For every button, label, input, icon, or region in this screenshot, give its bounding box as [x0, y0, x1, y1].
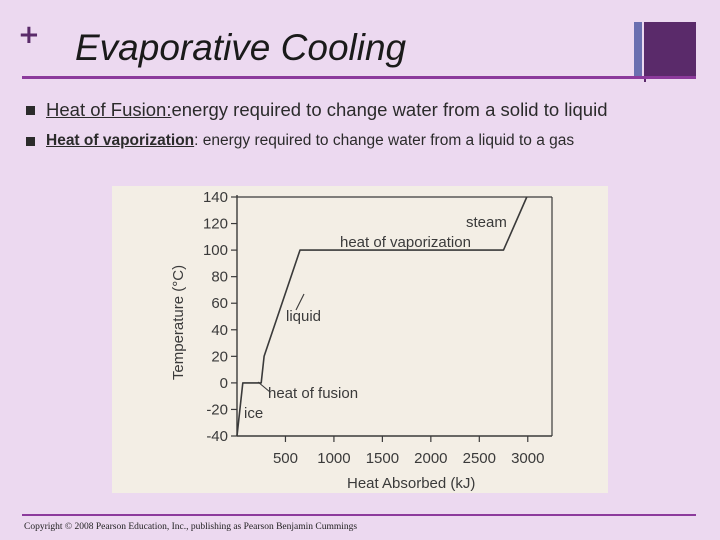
x-tick-label: 2000 — [414, 450, 447, 467]
annotation-label: heat of vaporization — [340, 234, 471, 251]
heating-curve-chart: 140 120 100 80 60 40 20 0 -20 -40 500 1000 1500 2000 2… — [170, 189, 553, 492]
corner-accent-block — [646, 22, 696, 76]
bullet-text: : energy required to change water from a… — [194, 132, 575, 149]
annotation-leader-line — [295, 293, 305, 311]
y-tick-label: -20 — [206, 401, 228, 418]
bullet-heat-of-vaporization: Heat of vaporization: energy required to… — [26, 129, 574, 153]
copyright-text: Copyright © 2008 Pearson Education, Inc.… — [24, 522, 358, 532]
x-axis-label: Heat Absorbed (kJ) — [347, 475, 475, 492]
y-tick-label: 60 — [211, 295, 228, 312]
y-tick-label: 80 — [211, 269, 228, 286]
bullet-text: energy required to change water from a s… — [171, 99, 608, 120]
x-tick-label: 2500 — [463, 450, 496, 467]
y-tick-label: 40 — [211, 322, 228, 339]
y-tick-label: 120 — [203, 216, 228, 233]
corner-accent-line — [644, 22, 646, 82]
y-tick-label: 20 — [211, 348, 228, 365]
bullet-square-icon — [26, 105, 35, 115]
corner-accent-bar — [634, 22, 642, 76]
bullet-square-icon — [26, 136, 35, 146]
x-tick-label: 3000 — [511, 450, 544, 467]
annotation-label: ice — [244, 405, 263, 422]
bullet-heat-of-fusion: Heat of Fusion: energy required to chang… — [26, 98, 607, 122]
slide-title: Evaporative Cooling — [75, 27, 407, 68]
footer-divider — [22, 514, 696, 516]
x-tick-label: 1000 — [317, 450, 350, 467]
y-tick-label: -40 — [206, 428, 228, 445]
y-tick-label: 140 — [203, 189, 228, 206]
x-tick-label: 1500 — [366, 450, 399, 467]
plus-icon: + — [18, 20, 40, 50]
y-tick-label: 0 — [220, 375, 228, 392]
y-axis-label: Temperature (°C) — [170, 265, 187, 380]
annotation-label: steam — [466, 214, 507, 231]
annotation-leader-line — [257, 381, 271, 393]
heating-curve-line — [236, 196, 528, 437]
annotation-label: heat of fusion — [268, 385, 358, 402]
y-tick-label: 100 — [203, 242, 228, 259]
bullet-term: Heat of Fusion: — [46, 99, 172, 120]
title-divider — [22, 76, 696, 79]
heating-curve-figure: 140 120 100 80 60 40 20 0 -20 -40 500 1000 1500 2000 2… — [112, 186, 608, 493]
x-tick-label: 500 — [273, 450, 298, 467]
bullet-term: Heat of vaporization — [46, 132, 195, 149]
annotation-label: liquid — [286, 308, 321, 325]
